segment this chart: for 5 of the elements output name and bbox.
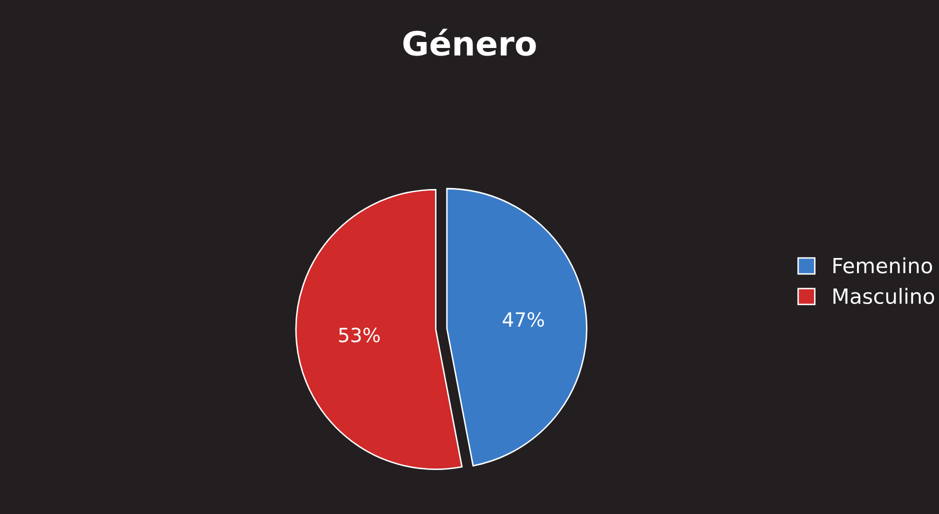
legend-label: Femenino (834, 257, 932, 274)
data-label: 47% (502, 312, 544, 327)
legend-label: Masculino (834, 288, 934, 304)
chart-title: Género (403, 28, 536, 56)
data-label: 53% (339, 328, 380, 342)
